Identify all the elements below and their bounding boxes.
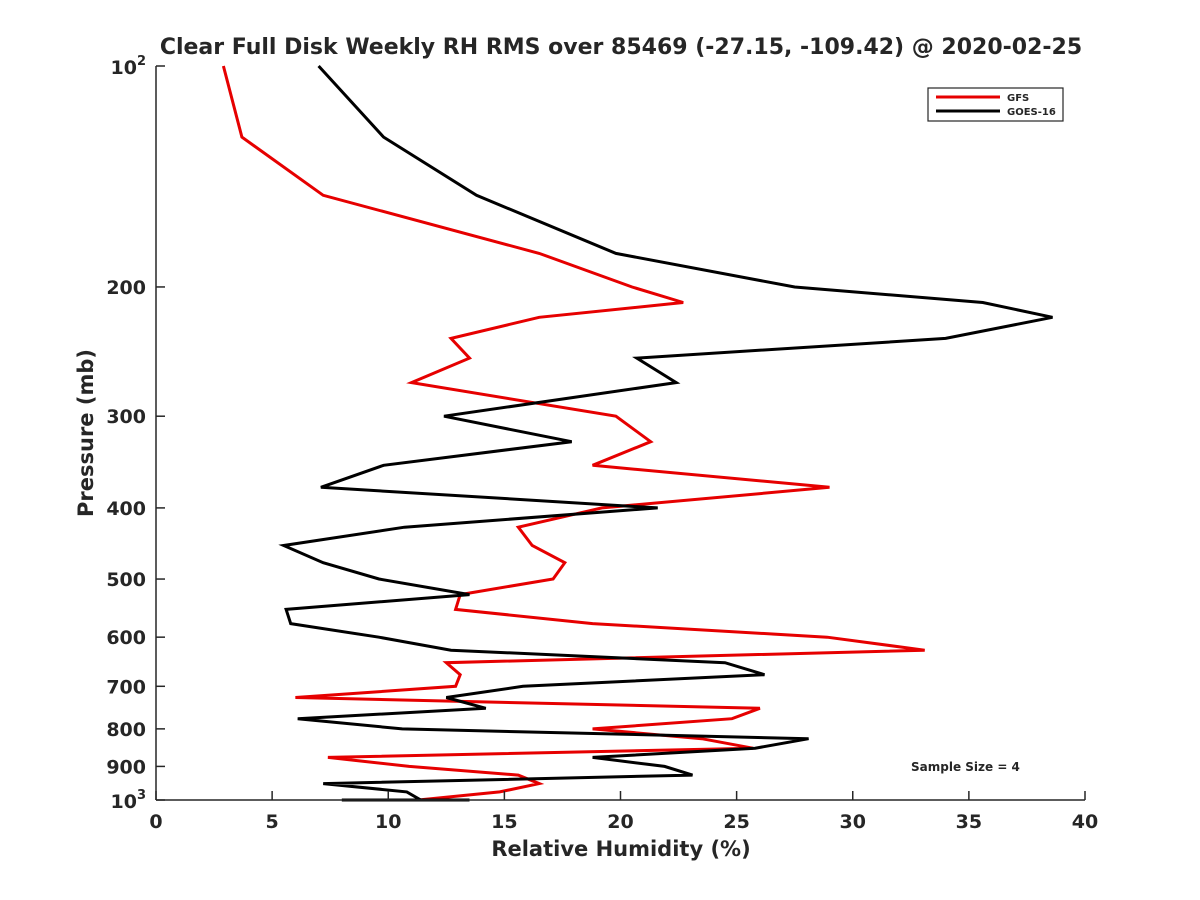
chart-title: Clear Full Disk Weekly RH RMS over 85469… <box>160 35 1082 60</box>
x-tick-label: 5 <box>266 811 279 833</box>
x-tick-label: 25 <box>723 811 749 833</box>
legend: GFS GOES-16 <box>927 87 1064 122</box>
y-tick-label: 500 <box>106 569 146 591</box>
x-tick-label: 20 <box>607 811 633 833</box>
x-tick-label: 40 <box>1072 811 1098 833</box>
y-tick-label: 103 <box>111 788 147 813</box>
x-tick-label: 15 <box>491 811 517 833</box>
x-axis-label: Relative Humidity (%) <box>491 837 750 861</box>
y-tick-label: 900 <box>106 756 146 778</box>
x-ticks: 0 5 10 15 20 25 30 35 40 <box>149 791 1098 833</box>
y-tick-label: 700 <box>106 676 146 698</box>
y-tick-label: 300 <box>106 406 146 428</box>
series-layer <box>221 64 1053 802</box>
x-tick-label: 30 <box>840 811 866 833</box>
y-ticks: 102 200 300 400 500 600 700 800 900 103 <box>106 54 165 813</box>
legend-box <box>927 87 1064 122</box>
x-tick-label: 0 <box>149 811 162 833</box>
x-tick-label: 10 <box>375 811 401 833</box>
legend-label-goes16: GOES-16 <box>1007 107 1056 118</box>
sample-size-annotation: Sample Size = 4 <box>911 760 1020 774</box>
y-tick-label: 400 <box>106 498 146 520</box>
legend-label-gfs: GFS <box>1007 93 1029 104</box>
y-axis-label: Pressure (mb) <box>74 349 98 517</box>
series-line-gfs <box>221 65 925 802</box>
y-tick-label: 200 <box>106 277 146 299</box>
y-tick-label: 800 <box>106 719 146 741</box>
x-tick-label: 35 <box>956 811 982 833</box>
series-line-goes16 <box>278 64 1053 802</box>
y-tick-label: 600 <box>106 627 146 649</box>
y-tick-label: 102 <box>111 54 147 79</box>
